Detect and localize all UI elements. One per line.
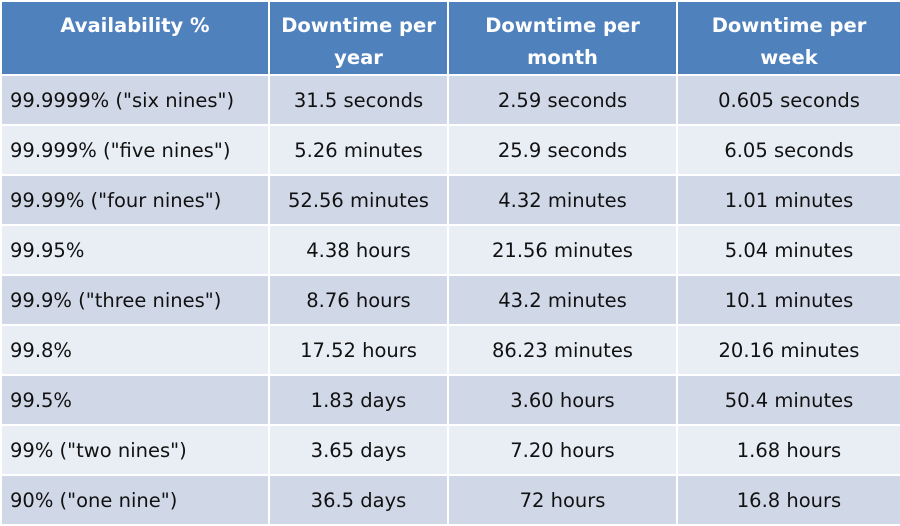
table-cell: 3.60 hours bbox=[447, 374, 678, 426]
table-cell: 36.5 days bbox=[268, 474, 449, 526]
table-cell: 1.83 days bbox=[268, 374, 449, 426]
table-row: 99.5% 1.83 days 3.60 hours 50.4 minutes bbox=[0, 374, 900, 426]
table-cell: 0.605 seconds bbox=[676, 74, 900, 126]
table-cell: 99.9999% ("six nines") bbox=[0, 74, 270, 126]
table-row: 99.999% ("five nines") 5.26 minutes 25.9 s… bbox=[0, 124, 900, 176]
table-cell: 2.59 seconds bbox=[447, 74, 678, 126]
table-cell: 72 hours bbox=[447, 474, 678, 526]
table-header: Availability % Downtime per year Downtime … bbox=[0, 0, 900, 76]
table-cell: 8.76 hours bbox=[268, 274, 449, 326]
table-cell: 4.32 minutes bbox=[447, 174, 678, 226]
table-row: 99.8% 17.52 hours 86.23 minutes 20.16 minut… bbox=[0, 324, 900, 376]
table-cell: 90% ("one nine") bbox=[0, 474, 270, 526]
header-cell: Downtime per month bbox=[447, 0, 678, 76]
header-cell: Downtime per year bbox=[268, 0, 449, 76]
table-cell: 99% ("two nines") bbox=[0, 424, 270, 476]
header-cell: Availability % bbox=[0, 0, 270, 76]
table-cell: 99.95% bbox=[0, 224, 270, 276]
table-cell: 99.5% bbox=[0, 374, 270, 426]
table-cell: 4.38 hours bbox=[268, 224, 449, 276]
table-cell: 7.20 hours bbox=[447, 424, 678, 476]
table-cell: 10.1 minutes bbox=[676, 274, 900, 326]
table-row: 99.95% 4.38 hours 21.56 minutes 5.04 minute… bbox=[0, 224, 900, 276]
table-cell: 99.999% ("five nines") bbox=[0, 124, 270, 176]
table-row: 90% ("one nine") 36.5 days 72 hours 16.8 ho… bbox=[0, 474, 900, 526]
table-cell: 99.8% bbox=[0, 324, 270, 376]
table-cell: 21.56 minutes bbox=[447, 224, 678, 276]
table-cell: 20.16 minutes bbox=[676, 324, 900, 376]
table-row: 99.9% ("three nines") 8.76 hours 43.2 minu… bbox=[0, 274, 900, 326]
table-cell: 17.52 hours bbox=[268, 324, 449, 376]
table-cell: 99.99% ("four nines") bbox=[0, 174, 270, 226]
table-row: 99.9999% ("six nines") 31.5 seconds 2.59 s… bbox=[0, 74, 900, 126]
table-cell: 3.65 days bbox=[268, 424, 449, 476]
table-row: 99.99% ("four nines") 52.56 minutes 4.32 m… bbox=[0, 174, 900, 226]
table-cell: 5.26 minutes bbox=[268, 124, 449, 176]
table-row: 99% ("two nines") 3.65 days 7.20 hours 1.68… bbox=[0, 424, 900, 476]
table-cell: 86.23 minutes bbox=[447, 324, 678, 376]
table-cell: 16.8 hours bbox=[676, 474, 900, 526]
table-cell: 52.56 minutes bbox=[268, 174, 449, 226]
header-row: Availability % Downtime per year Downtime … bbox=[0, 0, 900, 76]
table-cell: 1.68 hours bbox=[676, 424, 900, 476]
table-cell: 6.05 seconds bbox=[676, 124, 900, 176]
table-cell: 31.5 seconds bbox=[268, 74, 449, 126]
table-cell: 1.01 minutes bbox=[676, 174, 900, 226]
table-body: 99.9999% ("six nines") 31.5 seconds 2.59 s… bbox=[0, 74, 900, 526]
table-cell: 50.4 minutes bbox=[676, 374, 900, 426]
table-cell: 25.9 seconds bbox=[447, 124, 678, 176]
table-cell: 5.04 minutes bbox=[676, 224, 900, 276]
table-cell: 43.2 minutes bbox=[447, 274, 678, 326]
table-cell: 99.9% ("three nines") bbox=[0, 274, 270, 326]
header-cell: Downtime per week bbox=[676, 0, 900, 76]
